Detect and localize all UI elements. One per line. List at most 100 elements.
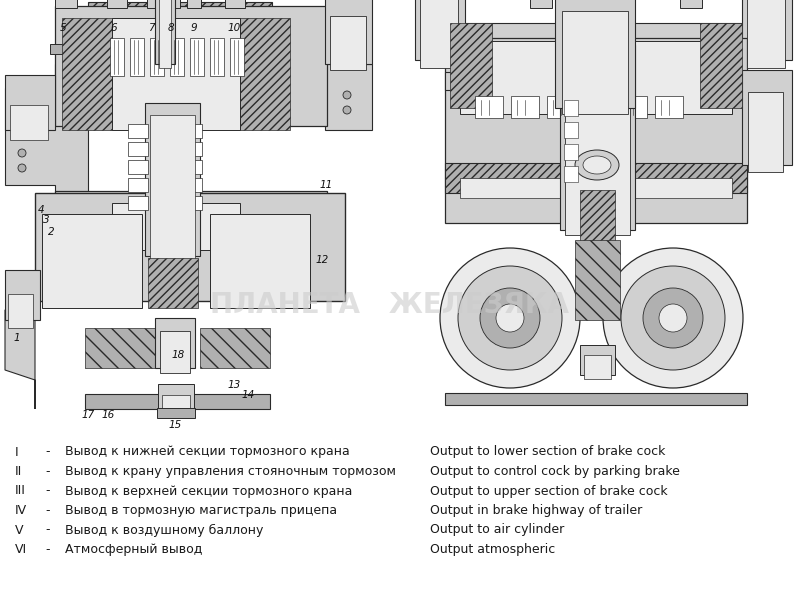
Bar — [555, 0, 635, 108]
Bar — [157, 408, 195, 418]
Circle shape — [603, 248, 743, 388]
Bar — [200, 328, 270, 368]
Bar — [110, 38, 124, 76]
Bar — [460, 178, 732, 198]
Bar — [525, 41, 557, 51]
Bar — [530, 0, 552, 8]
Circle shape — [343, 91, 351, 99]
Text: II: II — [15, 465, 22, 478]
Bar — [748, 92, 783, 172]
Bar — [700, 23, 742, 108]
Bar — [564, 144, 578, 160]
Text: 10: 10 — [228, 23, 242, 33]
Bar — [221, 48, 249, 58]
Text: III: III — [15, 485, 26, 497]
Bar — [240, 18, 290, 130]
Bar — [155, 0, 175, 64]
Bar — [5, 75, 55, 130]
Text: 3: 3 — [43, 215, 50, 225]
Text: -: - — [46, 485, 50, 497]
Bar — [564, 100, 578, 116]
Bar — [42, 214, 142, 308]
Bar — [675, 41, 707, 51]
Text: Вывод к воздушному баллону: Вывод к воздушному баллону — [65, 523, 263, 536]
Bar — [680, 0, 702, 8]
Bar — [445, 393, 747, 405]
Bar — [182, 142, 202, 156]
Bar — [565, 60, 630, 235]
Bar — [583, 96, 611, 118]
Bar — [155, 318, 195, 368]
Text: 11: 11 — [320, 180, 334, 190]
Text: 4: 4 — [38, 205, 44, 215]
Circle shape — [496, 304, 524, 332]
Bar — [575, 240, 620, 320]
Bar — [55, 191, 327, 246]
Bar — [511, 96, 539, 118]
Text: 12: 12 — [315, 255, 328, 265]
Bar — [162, 395, 190, 413]
Bar — [50, 44, 82, 54]
Bar — [187, 0, 201, 8]
Bar — [432, 28, 762, 60]
Text: ПЛАНЕТА   ЖЕЛЕЗЯКА: ПЛАНЕТА ЖЕЛЕЗЯКА — [210, 291, 570, 319]
Ellipse shape — [575, 150, 619, 180]
Text: 8: 8 — [168, 23, 174, 33]
Bar — [55, 0, 77, 8]
Bar — [160, 331, 190, 373]
Bar — [182, 196, 202, 210]
Bar — [210, 38, 224, 76]
Text: Output in brake highway of trailer: Output in brake highway of trailer — [430, 504, 642, 517]
Bar — [182, 124, 202, 138]
Bar — [742, 70, 792, 165]
Bar — [128, 124, 148, 138]
Bar — [158, 384, 194, 409]
Text: Output to control cock by parking brake: Output to control cock by parking brake — [430, 465, 680, 478]
Text: Вывод к крану управления стояночным тормозом: Вывод к крану управления стояночным торм… — [65, 465, 396, 478]
Bar — [210, 214, 310, 308]
Polygon shape — [5, 64, 88, 245]
Circle shape — [440, 248, 580, 388]
Text: Output to air cylinder: Output to air cylinder — [430, 523, 564, 536]
Bar — [166, 0, 180, 8]
Bar — [112, 203, 240, 250]
Bar — [150, 38, 164, 76]
Bar — [159, 0, 171, 68]
Bar — [460, 41, 732, 114]
Text: 13: 13 — [228, 380, 242, 390]
Bar — [128, 196, 148, 210]
Bar — [225, 0, 245, 8]
Text: Вывод в тормозную магистраль прицепа: Вывод в тормозную магистраль прицепа — [65, 504, 337, 517]
Text: 15: 15 — [168, 420, 182, 430]
Bar — [130, 38, 144, 76]
Circle shape — [643, 288, 703, 348]
Bar — [562, 11, 628, 114]
Text: Output to lower section of brake cock: Output to lower section of brake cock — [430, 446, 666, 458]
Text: 7: 7 — [148, 23, 154, 33]
Polygon shape — [272, 64, 372, 130]
Circle shape — [659, 304, 687, 332]
Text: Вывод к верхней секции тормозного крана: Вывод к верхней секции тормозного крана — [65, 485, 352, 497]
Circle shape — [343, 106, 351, 114]
Text: I: I — [15, 446, 18, 458]
Bar — [128, 178, 148, 192]
Bar — [580, 190, 615, 250]
Circle shape — [621, 266, 725, 370]
Bar — [415, 0, 465, 60]
Bar — [420, 0, 458, 68]
Bar — [564, 166, 578, 182]
Bar — [35, 193, 345, 301]
Text: -: - — [46, 446, 50, 458]
Bar — [655, 96, 683, 118]
Bar — [107, 0, 127, 8]
Text: Output to upper section of brake cock: Output to upper section of brake cock — [430, 485, 668, 497]
Bar — [475, 96, 503, 118]
Text: V: V — [15, 523, 23, 536]
Bar — [445, 163, 747, 193]
Bar — [445, 38, 747, 223]
Text: 16: 16 — [102, 410, 115, 420]
Circle shape — [18, 149, 26, 157]
Bar — [147, 0, 161, 8]
Bar — [170, 38, 184, 76]
Bar — [415, 8, 795, 415]
